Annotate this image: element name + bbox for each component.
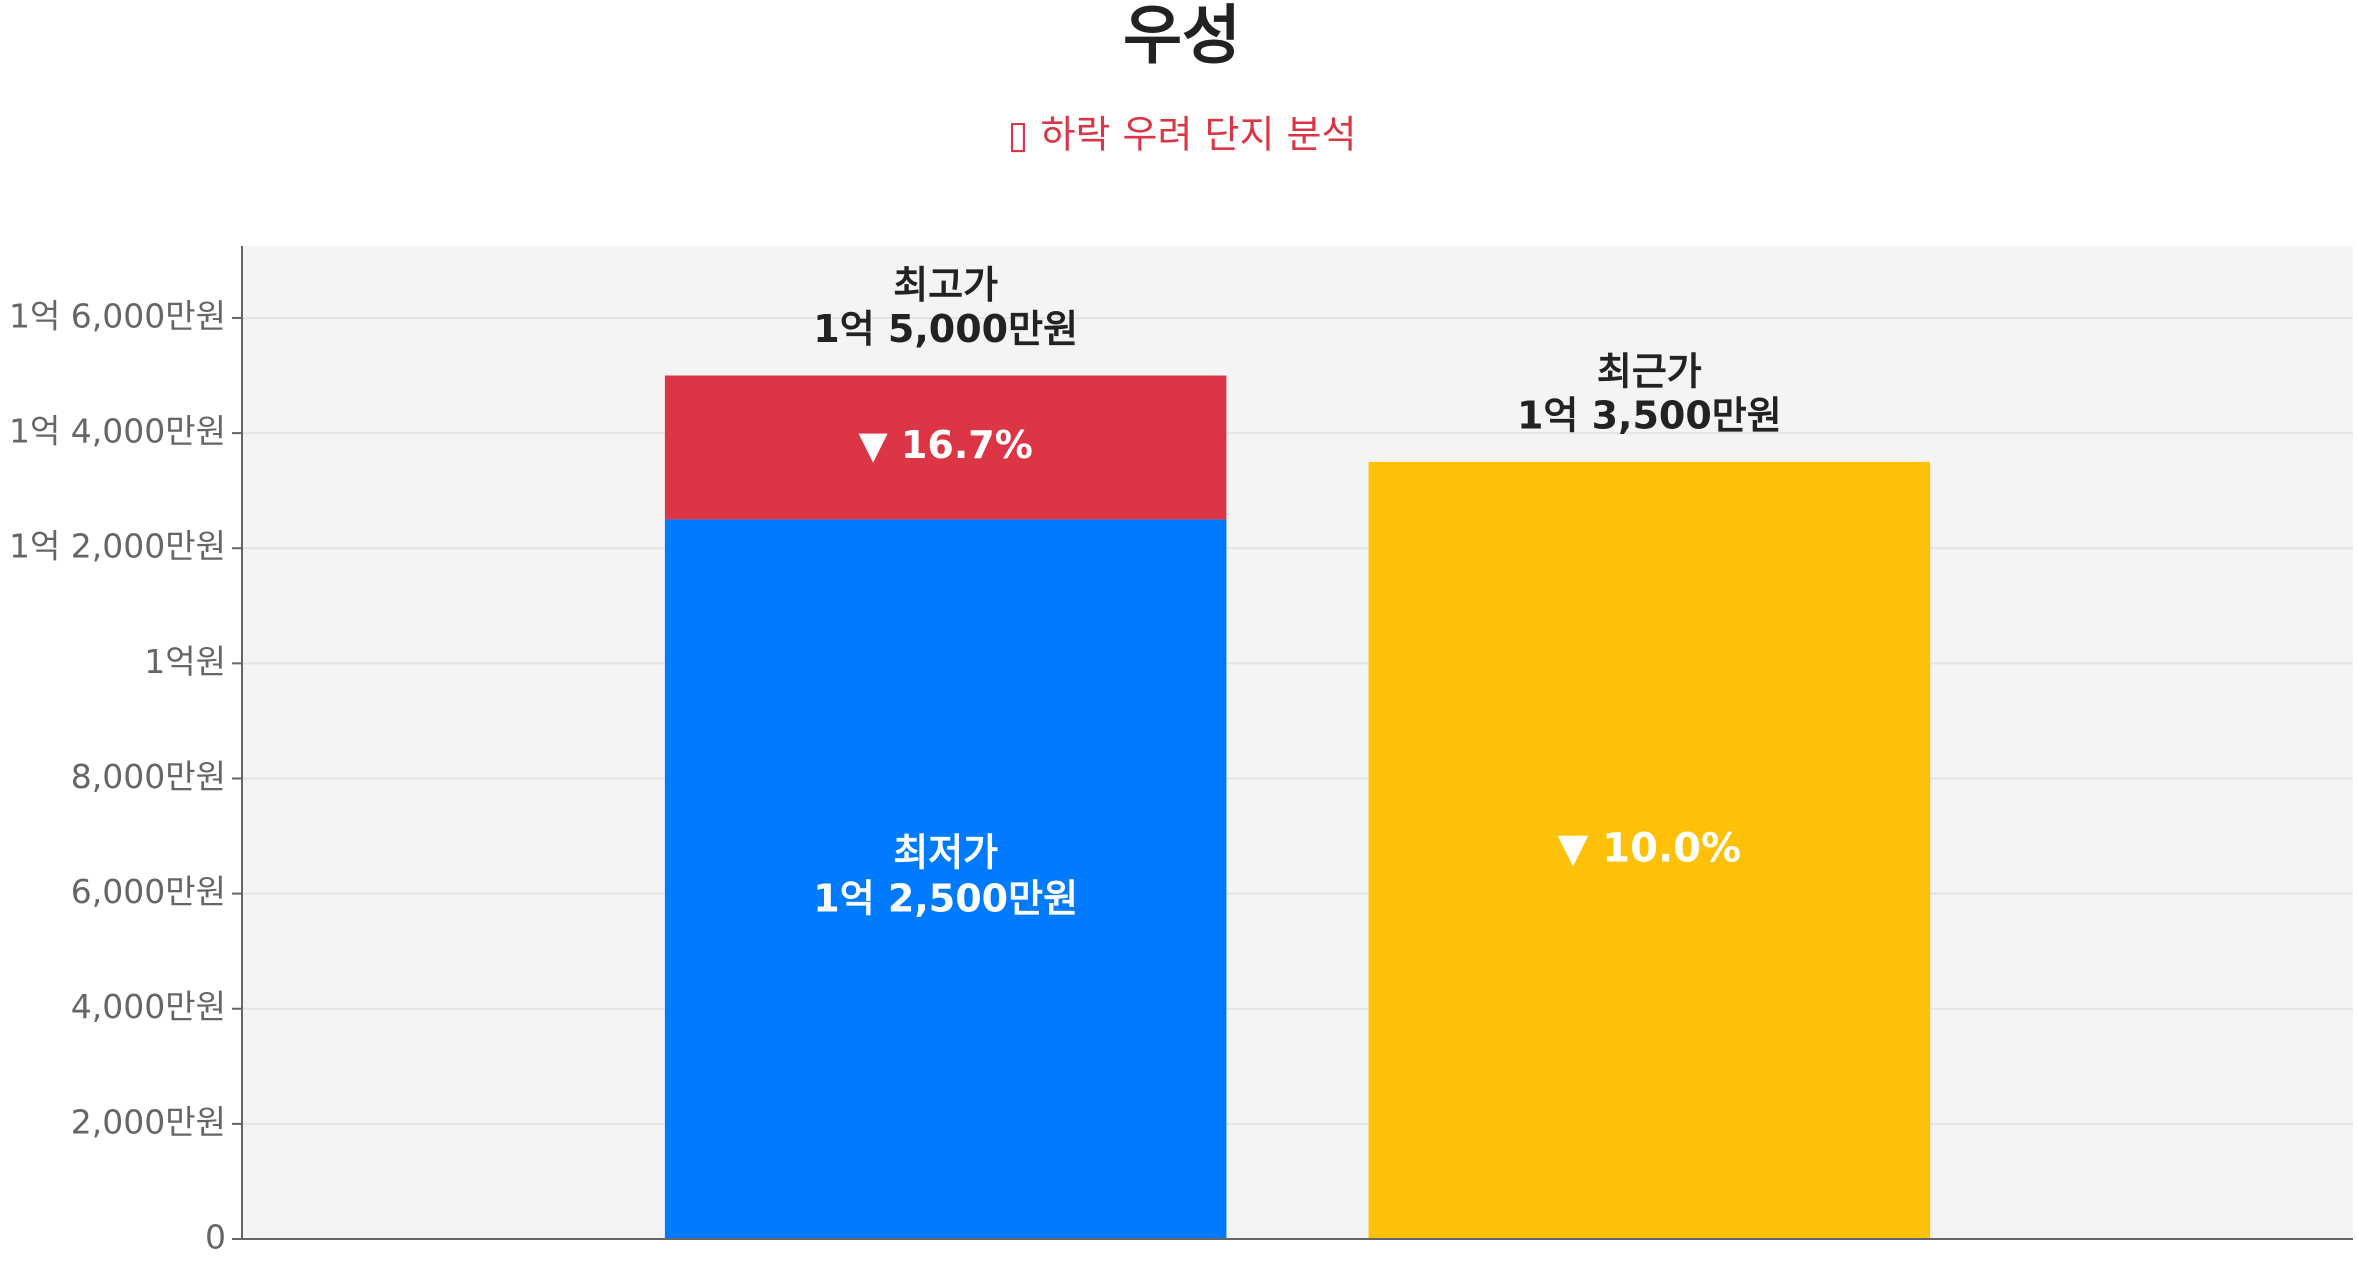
y-tick-label: 1억 6,000만원 bbox=[9, 296, 226, 335]
drop-label: ▼ 10.0% bbox=[1558, 825, 1741, 871]
bar-name: 최근가 bbox=[1597, 349, 1702, 393]
bar-value-label: 1억 2,500만원 bbox=[813, 877, 1078, 921]
y-tick-label: 1억 2,000만원 bbox=[9, 527, 226, 566]
bar-value-label: 1억 3,500만원 bbox=[1517, 393, 1782, 437]
y-tick-label: 0 bbox=[205, 1218, 226, 1257]
drop-label: ▼ 16.7% bbox=[859, 423, 1033, 467]
y-tick-label: 1억 4,000만원 bbox=[9, 412, 226, 451]
y-tick-label: 6,000만원 bbox=[71, 872, 226, 911]
chart-subtitle: ▯ 하락 우려 단지 분석 bbox=[1008, 113, 1357, 157]
y-tick-label: 2,000만원 bbox=[71, 1102, 226, 1141]
peak-name: 최고가 bbox=[893, 263, 998, 307]
bar bbox=[664, 519, 1227, 1239]
bar-name: 최저가 bbox=[893, 831, 998, 875]
chart-title: 우성 bbox=[1123, 0, 1241, 74]
bar bbox=[1368, 461, 1931, 1239]
bar bbox=[664, 375, 1227, 520]
y-tick-label: 1억원 bbox=[144, 642, 226, 681]
plot-area bbox=[242, 246, 2353, 1239]
peak-label: 1억 5,000만원 bbox=[813, 307, 1078, 351]
y-tick-label: 8,000만원 bbox=[71, 757, 226, 796]
y-tick-label: 4,000만원 bbox=[71, 987, 226, 1026]
